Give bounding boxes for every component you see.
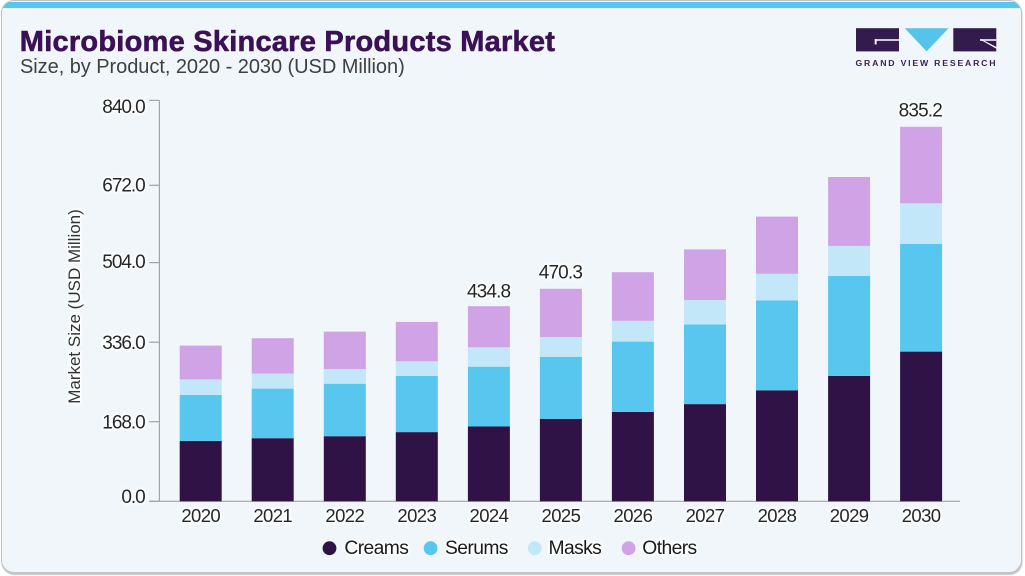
svg-text:2020: 2020 [181, 505, 220, 526]
svg-text:672.0: 672.0 [102, 176, 145, 197]
svg-text:Masks: Masks [549, 538, 602, 559]
svg-text:504.0: 504.0 [102, 252, 145, 273]
svg-text:0.0: 0.0 [121, 487, 145, 508]
svg-text:Serums: Serums [445, 538, 508, 559]
svg-text:835.2: 835.2 [899, 101, 943, 122]
svg-text:Creams: Creams [344, 538, 408, 559]
svg-text:2022: 2022 [325, 505, 364, 526]
svg-text:2023: 2023 [397, 505, 436, 526]
svg-text:2030: 2030 [902, 505, 941, 526]
svg-text:GRAND VIEW RESEARCH: GRAND VIEW RESEARCH [856, 58, 998, 68]
svg-text:336.0: 336.0 [102, 333, 145, 354]
svg-text:2024: 2024 [470, 505, 509, 526]
svg-text:2024: 2024 [470, 505, 509, 526]
svg-text:2027: 2027 [686, 505, 725, 526]
svg-text:Others: Others [642, 538, 696, 559]
svg-text:0.0: 0.0 [121, 487, 145, 508]
svg-text:Others: Others [642, 538, 696, 559]
svg-text:Market Size (USD Million): Market Size (USD Million) [65, 209, 84, 404]
svg-text:2030: 2030 [902, 505, 941, 526]
svg-text:504.0: 504.0 [102, 252, 145, 273]
svg-text:2025: 2025 [542, 505, 581, 526]
svg-text:470.3: 470.3 [539, 262, 583, 283]
svg-text:470.3: 470.3 [539, 262, 583, 283]
svg-text:2021: 2021 [253, 505, 292, 526]
svg-text:840.0: 840.0 [102, 97, 145, 118]
svg-text:2022: 2022 [325, 505, 364, 526]
svg-text:Creams: Creams [344, 538, 408, 559]
svg-text:2023: 2023 [397, 505, 436, 526]
svg-text:2026: 2026 [614, 505, 653, 526]
svg-text:168.0: 168.0 [102, 412, 145, 433]
svg-text:2027: 2027 [686, 505, 725, 526]
svg-text:2021: 2021 [253, 505, 292, 526]
svg-text:434.8: 434.8 [467, 281, 511, 302]
svg-text:835.2: 835.2 [899, 101, 943, 122]
svg-text:2028: 2028 [758, 505, 797, 526]
svg-text:840.0: 840.0 [102, 97, 145, 118]
svg-text:2020: 2020 [181, 505, 220, 526]
svg-text:336.0: 336.0 [102, 333, 145, 354]
svg-text:672.0: 672.0 [102, 176, 145, 197]
svg-text:2025: 2025 [542, 505, 581, 526]
svg-text:2028: 2028 [758, 505, 797, 526]
svg-text:168.0: 168.0 [102, 412, 145, 433]
svg-text:Serums: Serums [445, 538, 508, 559]
svg-text:2029: 2029 [830, 505, 869, 526]
svg-text:Market Size (USD Million): Market Size (USD Million) [65, 209, 84, 404]
svg-text:2029: 2029 [830, 505, 869, 526]
svg-text:2026: 2026 [614, 505, 653, 526]
svg-text:434.8: 434.8 [467, 281, 511, 302]
svg-text:Masks: Masks [549, 538, 602, 559]
